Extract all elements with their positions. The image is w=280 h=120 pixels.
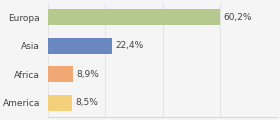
- Text: 60,2%: 60,2%: [223, 13, 252, 22]
- Text: 8,5%: 8,5%: [75, 98, 98, 107]
- Text: 22,4%: 22,4%: [115, 41, 143, 50]
- Bar: [48, 9, 220, 25]
- Bar: [48, 95, 72, 111]
- Bar: [48, 38, 112, 54]
- Bar: [48, 66, 73, 82]
- Text: 8,9%: 8,9%: [76, 70, 99, 79]
